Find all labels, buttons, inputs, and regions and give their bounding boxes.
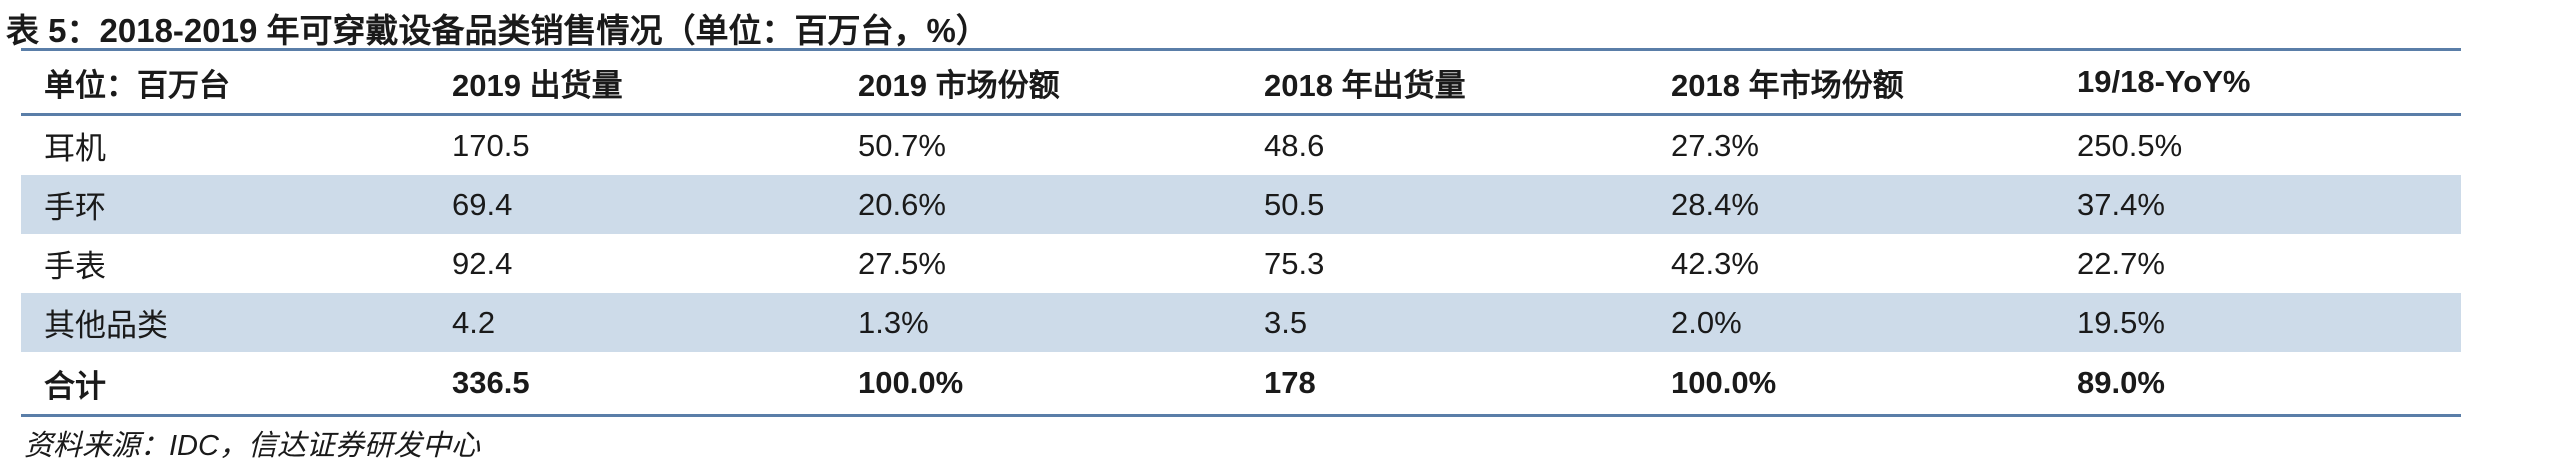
header-cell: 2019 出货量 [452,67,623,103]
table-cell: 178 [1264,365,1316,400]
table-cell: 27.3% [1671,127,1759,163]
source-note: 资料来源：IDC，信达证券研发中心 [24,430,480,462]
header-cell: 单位：百万台 [44,67,230,103]
table-header: 单位：百万台 2019 出货量 2019 市场份额 2018 年出货量 2018 年市场… [21,49,2461,115]
header-cell: 2018 年市场份额 [1671,67,1904,103]
table-cell: 其他品类 [21,293,429,352]
table-cell: 69.4 [429,175,835,234]
table-cell: 耳机 [44,131,106,166]
table-cell: 250.5% [2077,127,2183,163]
table-cell: 100.0% [1671,365,1777,400]
table-row: 其他品类 4.2 1.3% 3.5 2.0% 19.5% [21,293,2461,352]
table-row: 耳机 170.5 50.7% 48.6 27.3% 250.5% [21,115,2461,176]
table-title: 表 5：2018-2019 年可穿戴设备品类销售情况（单位：百万台，%） [6,12,989,49]
table-row: 手表 92.4 27.5% 75.3 42.3% 22.7% [21,234,2461,293]
table-cell: 170.5 [452,127,530,163]
table-row: 手环 69.4 20.6% 50.5 28.4% 37.4% [21,175,2461,234]
table-cell: 336.5 [452,365,530,400]
table-cell: 手表 [44,249,106,284]
table-cell: 19.5% [2054,293,2461,352]
table-cell: 合计 [44,368,106,404]
table-cell: 28.4% [1648,175,2054,234]
table-cell: 1.3% [835,293,1241,352]
header-cell: 19/18-YoY% [2077,64,2251,99]
table-cell: 50.5 [1241,175,1648,234]
table-body: 耳机 170.5 50.7% 48.6 27.3% 250.5% 手环 69.4 20.6% 50… [21,115,2461,416]
table-cell: 75.3 [1264,245,1325,281]
table-cell: 4.2 [429,293,835,352]
table-cell: 48.6 [1264,127,1325,163]
table-cell: 22.7% [2077,245,2165,281]
table-cell: 手环 [21,175,429,234]
table-cell: 37.4% [2054,175,2461,234]
header-cell: 2019 市场份额 [858,67,1060,103]
header-row: 单位：百万台 2019 出货量 2019 市场份额 2018 年出货量 2018 年市场… [21,49,2461,115]
table-cell: 42.3% [1671,245,1759,281]
table-cell: 3.5 [1241,293,1648,352]
table-cell: 92.4 [452,245,513,281]
table-row: 合计 336.5 100.0% 178 100.0% 89.0% [21,352,2461,416]
table-cell: 89.0% [2077,365,2165,400]
header-cell: 2018 年出货量 [1264,67,1466,103]
table-cell: 100.0% [858,365,964,400]
table-cell: 50.7% [858,127,946,163]
table-cell: 2.0% [1648,293,2054,352]
table-cell: 20.6% [835,175,1241,234]
data-table: 单位：百万台 2019 出货量 2019 市场份额 2018 年出货量 2018 年市场… [21,48,2461,417]
table-cell: 27.5% [858,245,946,281]
